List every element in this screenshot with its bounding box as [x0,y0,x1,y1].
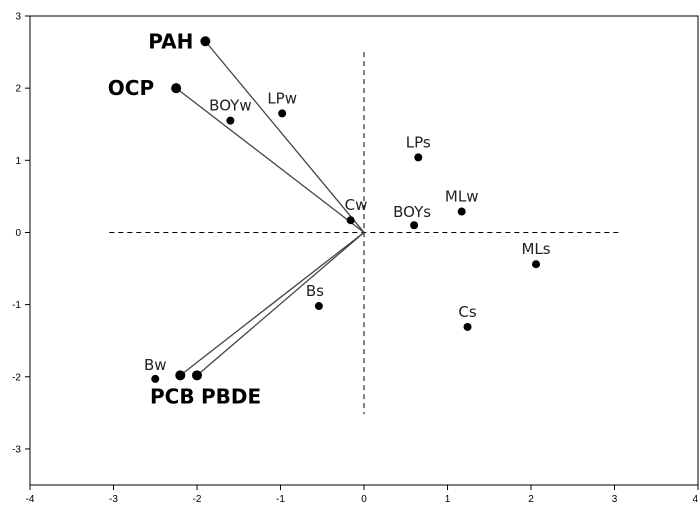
point-bw [151,374,160,383]
point-label-mlw: MLw [445,188,479,206]
vector-line-pah [204,40,365,233]
y-tick-label: 0 [15,228,21,239]
vector-line-pcb [179,231,365,376]
loading-vectors: PAH OCP PCB PBDE [108,29,365,408]
vector-label-pbde: PBDE [201,384,261,408]
point-label-cs: Cs [458,303,476,321]
point-boyw [226,116,235,125]
vector-tip-pah [200,36,211,47]
x-axis: -4 -3 -2 -1 0 1 2 3 4 [26,485,699,505]
x-tick-label: -4 [26,494,35,505]
point-boys [410,221,419,230]
vector-label-pah: PAH [148,29,193,53]
y-tick-label: -1 [12,300,21,311]
vector-tip-ocp [171,83,182,94]
score-points: BOYw LPw Cw LPs MLw BOYs MLs Bs Cs Bw [144,89,551,383]
x-tick-label: 3 [612,494,618,505]
point-label-bw: Bw [144,356,167,374]
point-lpw [278,109,287,118]
x-tick-label: -1 [276,494,285,505]
point-label-lps: LPs [406,133,431,151]
x-tick-label: 1 [445,494,451,505]
vector-tip-pbde [192,370,202,381]
x-tick-label: 4 [692,494,698,505]
point-lps [414,153,423,162]
x-tick-label: 0 [361,494,367,505]
vector-label-pcb: PCB [150,384,195,408]
vector-label-ocp: OCP [108,76,154,100]
point-mlw [457,207,466,216]
point-mls [532,260,541,269]
y-tick-label: -3 [12,444,21,455]
point-bs [314,302,323,311]
point-label-boys: BOYs [393,203,431,221]
y-tick-label: 3 [15,12,21,23]
y-tick-label: -2 [12,372,21,383]
y-axis: -3 -2 -1 0 1 2 3 [12,12,30,455]
x-tick-label: -2 [193,494,202,505]
point-label-boyw: BOYw [209,97,251,115]
y-tick-label: 2 [15,84,21,95]
x-tick-label: 2 [528,494,534,505]
vector-tip-pcb [175,370,186,381]
point-label-bs: Bs [306,282,324,300]
x-tick-label: -3 [109,494,118,505]
y-tick-label: 1 [15,156,21,167]
point-cw [346,216,355,225]
point-label-cw: Cw [345,196,368,214]
point-label-mls: MLs [521,240,550,258]
vector-line-ocp [175,87,365,233]
point-cs [463,322,472,331]
point-label-lpw: LPw [267,89,297,107]
vector-line-pbde [196,231,365,376]
